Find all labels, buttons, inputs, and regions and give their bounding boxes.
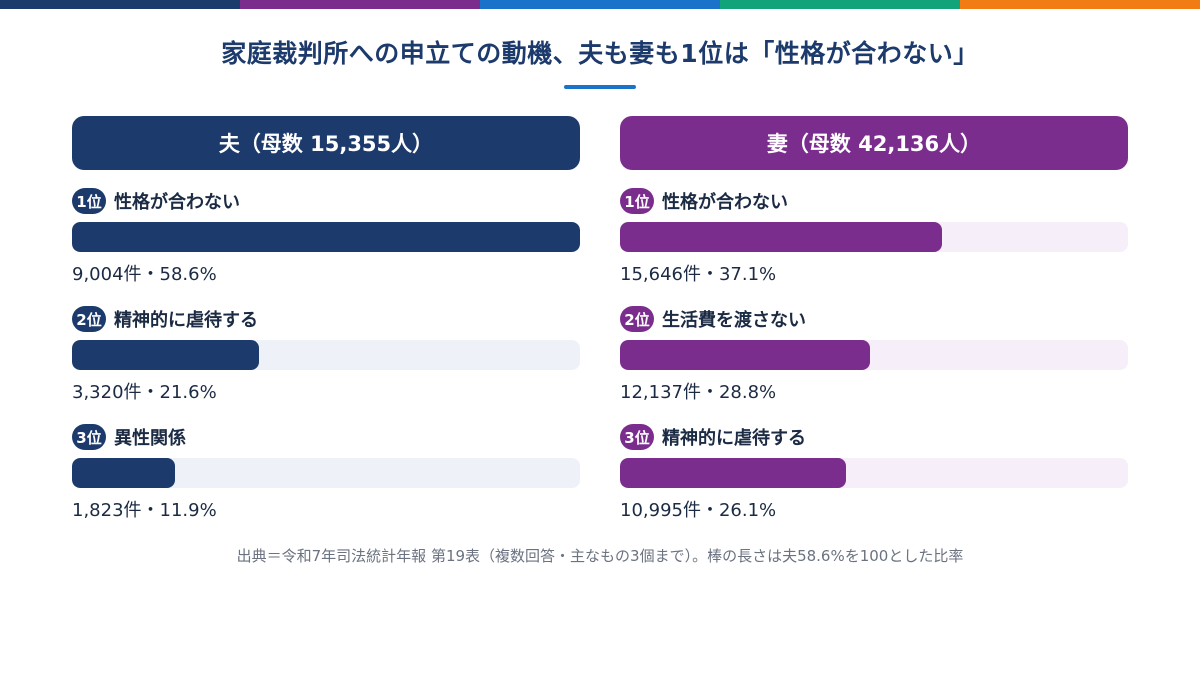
chart-title: 家庭裁判所への申立ての動機、夫も妻も1位は「性格が合わない」 [221,39,979,68]
rank-row: 1位 性格が合わない [620,188,1128,214]
bar-track [72,340,580,370]
bar-fill [620,222,942,252]
husband-bar-item: 3位 異性関係 1,823件・11.9% [72,424,580,521]
top-color-bar [0,0,1200,9]
value-label: 15,646件・37.1% [620,264,777,285]
bar-fill [72,458,175,488]
bar-fill [620,458,846,488]
husband-panel: 夫（母数 15,355人） 1位 性格が合わない 9,004件・58.6% 2位 精神的… [72,116,580,521]
value-label: 1,823件・11.9% [72,500,217,521]
title-underline [564,85,636,89]
category-label: 性格が合わない [114,192,240,213]
wife-bar-item: 2位 生活費を渡さない 12,137件・28.8% [620,306,1128,403]
bar-track [620,222,1128,252]
rank-row: 2位 精神的に虐待する [72,306,580,332]
category-label: 精神的に虐待する [662,428,806,449]
category-label: 精神的に虐待する [114,310,258,331]
value-label: 3,320件・21.6% [72,382,217,403]
top-color-segment-4 [720,0,960,9]
top-color-segment-2 [240,0,480,9]
husband-bar-item: 2位 精神的に虐待する 3,320件・21.6% [72,306,580,403]
rank-badge: 3位 [620,424,654,450]
bar-track [72,222,580,252]
category-label: 異性関係 [114,428,186,449]
top-color-segment-1 [0,0,240,9]
bar-track [620,340,1128,370]
wife-panel: 妻（母数 42,136人） 1位 性格が合わない 15,646件・37.1% 2位 生活… [620,116,1128,521]
rank-badge: 1位 [620,188,654,214]
rank-badge: 3位 [72,424,106,450]
category-label: 生活費を渡さない [662,310,806,331]
bar-track [72,458,580,488]
husband-bar-item: 1位 性格が合わない 9,004件・58.6% [72,188,580,285]
value-label: 10,995件・26.1% [620,500,777,521]
top-color-segment-5 [960,0,1200,9]
top-color-segment-3 [480,0,720,9]
rank-badge: 2位 [620,306,654,332]
value-label: 9,004件・58.6% [72,264,217,285]
bar-fill [620,340,870,370]
source-footnote: 出典＝令和7年司法統計年報 第19表（複数回答・主なもの3個まで）。棒の長さは夫… [236,547,964,565]
value-label: 12,137件・28.8% [620,382,777,403]
bar-fill [72,222,580,252]
rank-row: 3位 異性関係 [72,424,580,450]
rank-row: 1位 性格が合わない [72,188,580,214]
category-label: 性格が合わない [662,192,788,213]
wife-bar-item: 1位 性格が合わない 15,646件・37.1% [620,188,1128,285]
bar-fill [72,340,259,370]
rank-badge: 1位 [72,188,106,214]
bar-track [620,458,1128,488]
wife-bar-item: 3位 精神的に虐待する 10,995件・26.1% [620,424,1128,521]
rank-row: 3位 精神的に虐待する [620,424,1128,450]
rank-badge: 2位 [72,306,106,332]
husband-panel-header: 夫（母数 15,355人） [72,116,580,170]
wife-panel-header: 妻（母数 42,136人） [620,116,1128,170]
rank-row: 2位 生活費を渡さない [620,306,1128,332]
